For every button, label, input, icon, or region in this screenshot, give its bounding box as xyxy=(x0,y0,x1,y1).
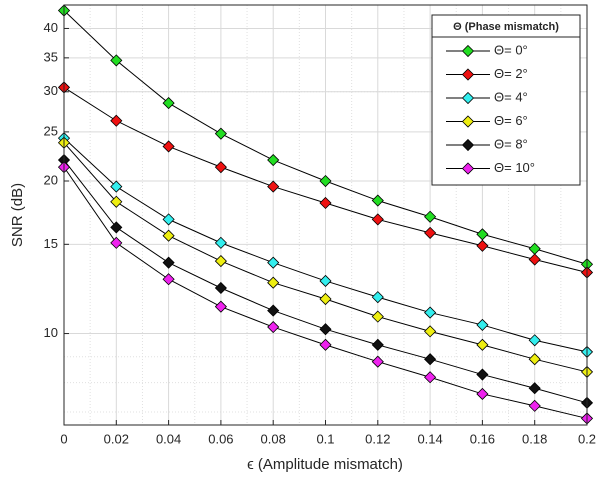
marker xyxy=(162,213,175,226)
y-tick-label: 35 xyxy=(44,49,58,64)
legend-label: Θ= 8° xyxy=(494,136,528,151)
x-tick-label: 0 xyxy=(60,431,67,446)
marker xyxy=(319,196,332,210)
marker xyxy=(424,226,437,239)
marker xyxy=(528,382,541,395)
legend: Θ (Phase mismatch) Θ= 0° Θ= 2° Θ= 4° Θ= 6° Θ… xyxy=(431,14,581,186)
marker xyxy=(424,371,437,384)
marker xyxy=(319,274,332,288)
marker xyxy=(476,239,489,252)
marker xyxy=(424,325,437,338)
marker xyxy=(110,221,123,234)
x-tick-label: 0.12 xyxy=(365,431,390,446)
marker xyxy=(371,338,384,351)
marker xyxy=(267,256,280,269)
legend-label: Θ= 4° xyxy=(494,89,528,104)
legend-label: Θ= 6° xyxy=(494,113,528,128)
legend-marker xyxy=(461,162,475,175)
x-tick-label: 0.2 xyxy=(578,431,596,446)
marker xyxy=(267,304,280,317)
marker xyxy=(110,236,123,249)
marker xyxy=(319,338,332,351)
marker xyxy=(476,338,489,351)
marker xyxy=(528,353,541,366)
marker xyxy=(162,96,175,110)
x-tick-label: 0.14 xyxy=(417,431,442,446)
y-tick-label: 40 xyxy=(44,20,58,35)
marker xyxy=(528,253,541,266)
x-tick-label: 0.08 xyxy=(261,431,286,446)
x-axis-label: ϵ (Amplitude mismatch) xyxy=(247,456,403,473)
marker xyxy=(162,140,175,153)
marker xyxy=(476,318,489,331)
marker xyxy=(214,255,227,268)
legend-label: Θ= 2° xyxy=(494,66,528,81)
marker xyxy=(214,236,227,249)
marker xyxy=(528,399,541,412)
x-tick-label: 0.04 xyxy=(156,431,181,446)
marker xyxy=(371,355,384,368)
legend-title: Θ (Phase mismatch) xyxy=(453,21,559,33)
marker xyxy=(214,281,227,295)
marker xyxy=(110,180,123,193)
marker xyxy=(110,54,123,67)
marker xyxy=(267,153,280,167)
marker xyxy=(162,273,175,286)
legend-label: Θ= 0° xyxy=(494,42,528,57)
legend-marker xyxy=(461,44,475,58)
legend-box xyxy=(431,14,581,186)
marker xyxy=(267,180,280,193)
legend-marker xyxy=(461,91,475,105)
marker xyxy=(267,276,280,289)
marker xyxy=(476,387,489,401)
marker xyxy=(371,310,384,323)
y-tick-label: 15 xyxy=(44,236,58,251)
legend-marker xyxy=(461,68,475,81)
y-tick-label: 20 xyxy=(44,172,58,187)
y-tick-label: 25 xyxy=(44,123,58,138)
marker xyxy=(371,194,384,207)
x-tick-label: 0.06 xyxy=(208,431,233,446)
marker xyxy=(528,334,541,347)
marker xyxy=(162,256,175,269)
marker xyxy=(424,306,437,319)
marker xyxy=(424,210,437,223)
marker xyxy=(110,195,123,208)
y-tick-label: 10 xyxy=(44,325,58,340)
x-tick-label: 0.18 xyxy=(522,431,547,446)
legend-marker xyxy=(461,138,475,152)
marker xyxy=(319,292,332,306)
marker xyxy=(319,323,332,336)
marker xyxy=(214,127,227,140)
marker xyxy=(214,161,227,174)
marker xyxy=(371,213,384,226)
marker xyxy=(267,320,280,334)
y-tick-label: 30 xyxy=(44,83,58,98)
marker xyxy=(371,291,384,304)
marker xyxy=(110,114,123,127)
y-axis-label: SNR (dB) xyxy=(9,183,26,247)
plot-frame xyxy=(63,4,588,426)
marker xyxy=(162,229,175,242)
x-tick-label: 0.16 xyxy=(470,431,495,446)
marker xyxy=(476,368,489,381)
marker xyxy=(319,174,332,188)
legend-marker xyxy=(461,115,475,128)
marker xyxy=(424,353,437,366)
legend-label: Θ= 10° xyxy=(494,160,535,175)
x-tick-label: 0.1 xyxy=(316,431,334,446)
x-tick-label: 0.02 xyxy=(104,431,129,446)
marker xyxy=(214,300,227,313)
